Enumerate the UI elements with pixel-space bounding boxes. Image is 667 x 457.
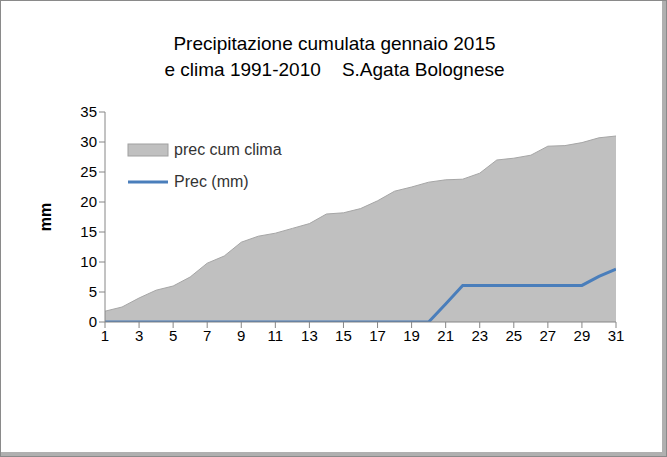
html-text:Precipitazione cumulata gennai: Precipitazione cumulata gennaio 2015 e c… <box>164 33 505 80</box>
svg-text:7: 7 <box>203 327 211 344</box>
svg-text:13: 13 <box>301 327 318 344</box>
svg-text:3: 3 <box>135 327 143 344</box>
svg-text:19: 19 <box>403 327 420 344</box>
html-text:Prec (mm): Prec (mm) <box>174 173 249 190</box>
svg-text:15: 15 <box>335 327 352 344</box>
svg-text:17: 17 <box>369 327 386 344</box>
svg-text:10: 10 <box>80 253 97 270</box>
svg-text:25: 25 <box>505 327 522 344</box>
svg-text:0: 0 <box>89 313 97 330</box>
svg-text:5: 5 <box>169 327 177 344</box>
svg-text:9: 9 <box>237 327 245 344</box>
svg-text:25: 25 <box>80 163 97 180</box>
svg-text:35: 35 <box>80 103 97 120</box>
svg-text:11: 11 <box>268 327 284 344</box>
html-text:prec cum clima: prec cum clima <box>174 141 282 158</box>
svg-text:mm: mm <box>37 203 54 231</box>
svg-text:31: 31 <box>608 327 625 344</box>
svg-text:23: 23 <box>471 327 488 344</box>
svg-text:5: 5 <box>89 283 97 300</box>
svg-text:1: 1 <box>101 327 109 344</box>
svg-text:20: 20 <box>80 193 97 210</box>
svg-text:27: 27 <box>540 327 557 344</box>
svg-text:21: 21 <box>437 327 454 344</box>
svg-text:29: 29 <box>574 327 591 344</box>
svg-text:15: 15 <box>80 223 97 240</box>
svg-text:30: 30 <box>80 133 97 150</box>
